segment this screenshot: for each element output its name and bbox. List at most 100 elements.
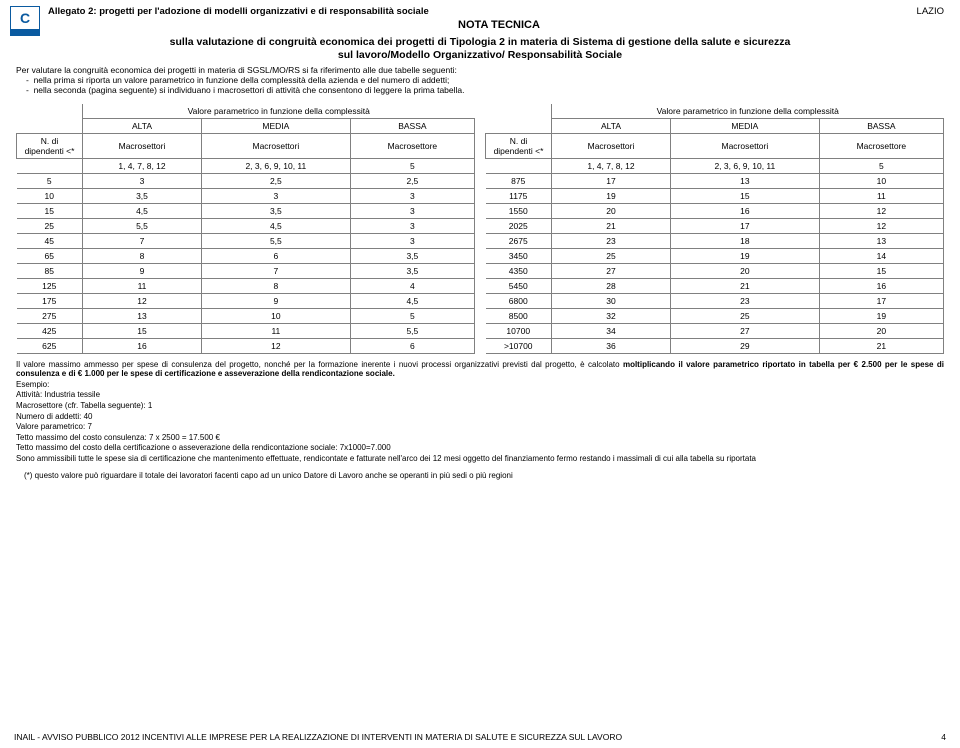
param-title-right: Valore parametrico in funzione della com…: [552, 104, 944, 119]
cell: 36: [552, 338, 671, 353]
cell: 15: [671, 188, 820, 203]
th-macro-b-r: Macrosettori: [671, 133, 820, 158]
cell: 3: [202, 188, 351, 203]
note-p1: Il valore massimo ammesso per spese di c…: [16, 360, 944, 379]
logo-bar: [11, 29, 39, 35]
subtitle-line-1: sulla valutazione di congruità economica…: [20, 36, 940, 49]
cell: 1550: [486, 203, 552, 218]
table-row: 10700342720: [486, 323, 944, 338]
cell: 21: [671, 278, 820, 293]
nota-tecnica: NOTA TECNICA: [48, 19, 950, 31]
th-n-di: N. didipendenti <*: [17, 133, 83, 158]
cell: 3: [83, 173, 202, 188]
cell: >10700: [486, 338, 552, 353]
cell: 65: [17, 248, 83, 263]
intro-bullet-2: - nella seconda (pagina seguente) si ind…: [16, 86, 944, 96]
cell: 25: [17, 218, 83, 233]
table-row: 1751294,5: [17, 293, 475, 308]
cell: 13: [671, 173, 820, 188]
cell: 5,5: [202, 233, 351, 248]
cell: 18: [671, 233, 820, 248]
cell: 25: [671, 308, 820, 323]
th-sub-c: 5: [350, 158, 474, 173]
cell: 7: [83, 233, 202, 248]
cell: 12: [83, 293, 202, 308]
cell: 10: [17, 188, 83, 203]
cell: 425: [17, 323, 83, 338]
note-p2: Esempio:: [16, 380, 944, 390]
cell: 7: [202, 263, 351, 278]
cell: 4,5: [350, 293, 474, 308]
cell: 17: [671, 218, 820, 233]
table-row: 532,52,5: [17, 173, 475, 188]
right-table: Valore parametrico in funzione della com…: [485, 104, 944, 354]
table-row: 8500322519: [486, 308, 944, 323]
cell: 2,5: [202, 173, 351, 188]
left-table: Valore parametrico in funzione della com…: [16, 104, 475, 354]
table-row: 42515115,5: [17, 323, 475, 338]
cell: 4: [350, 278, 474, 293]
th-n-di-r: N. didipendenti <*: [486, 133, 552, 158]
cell: 3: [350, 233, 474, 248]
cell: 12: [819, 203, 943, 218]
table-row: 4575,53: [17, 233, 475, 248]
note-p8: Tetto massimo del costo della certificaz…: [16, 443, 944, 453]
th-macro-c: Macrosettore: [350, 133, 474, 158]
cell: 8: [83, 248, 202, 263]
table-row: 1251184: [17, 278, 475, 293]
cell: 6: [350, 338, 474, 353]
cell: 27: [671, 323, 820, 338]
table-row: 3450251914: [486, 248, 944, 263]
cell: 20: [671, 263, 820, 278]
cell: 29: [671, 338, 820, 353]
cell: 10: [819, 173, 943, 188]
cell: 85: [17, 263, 83, 278]
cell: 23: [552, 233, 671, 248]
cell: 19: [671, 248, 820, 263]
cell: 2,5: [350, 173, 474, 188]
region-label: LAZIO: [917, 6, 950, 17]
logo: C: [10, 6, 40, 36]
cell: 4350: [486, 263, 552, 278]
table-row: 2675231813: [486, 233, 944, 248]
cell: 5: [17, 173, 83, 188]
cell: 2675: [486, 233, 552, 248]
table-row: 875171310: [486, 173, 944, 188]
cell: 3,5: [350, 248, 474, 263]
cell: 6: [202, 248, 351, 263]
cell: 5: [350, 308, 474, 323]
cell: 3,5: [350, 263, 474, 278]
footer-text: INAIL - AVVISO PUBBLICO 2012 INCENTIVI A…: [14, 732, 622, 742]
cell: 30: [552, 293, 671, 308]
th-media-r: MEDIA: [671, 118, 820, 133]
table-row: 4350272015: [486, 263, 944, 278]
cell: 3: [350, 203, 474, 218]
cell: 8: [202, 278, 351, 293]
cell: 16: [83, 338, 202, 353]
cell: 13: [83, 308, 202, 323]
subtitle-line-2: sul lavoro/Modello Organizzativo/ Respon…: [20, 49, 940, 62]
cell: 15: [83, 323, 202, 338]
cell: 9: [83, 263, 202, 278]
cell: 20: [552, 203, 671, 218]
table-row: 103,533: [17, 188, 475, 203]
th-sub-b-r: 2, 3, 6, 9, 10, 11: [671, 158, 820, 173]
footer-page: 4: [941, 732, 946, 742]
cell: 9: [202, 293, 351, 308]
cell: 13: [819, 233, 943, 248]
th-sub-a: 1, 4, 7, 8, 12: [83, 158, 202, 173]
note-p6: Valore parametrico: 7: [16, 422, 944, 432]
cell: 3,5: [202, 203, 351, 218]
cell: 15: [819, 263, 943, 278]
allegato-title: Allegato 2: progetti per l'adozione di m…: [48, 6, 429, 17]
cell: 27: [552, 263, 671, 278]
cell: 6800: [486, 293, 552, 308]
cell: 8500: [486, 308, 552, 323]
cell: 11: [83, 278, 202, 293]
cell: 16: [671, 203, 820, 218]
cell: 4,5: [202, 218, 351, 233]
cell: 17: [552, 173, 671, 188]
cell: 5,5: [83, 218, 202, 233]
cell: 21: [552, 218, 671, 233]
th-macro-b: Macrosettori: [202, 133, 351, 158]
